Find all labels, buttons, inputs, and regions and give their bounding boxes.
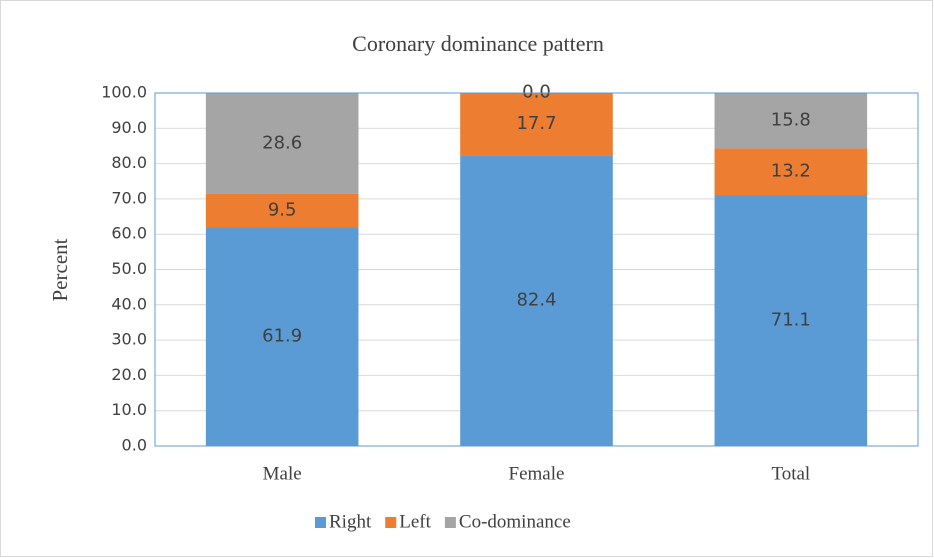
bar-segment (714, 92, 868, 149)
y-tick-label: 30.0 (111, 330, 147, 349)
legend-swatch (385, 517, 397, 528)
bar-segment (205, 93, 359, 194)
legend-label: Left (399, 511, 431, 532)
y-tick-label: 0.0 (122, 436, 147, 455)
chart-title: Coronary dominance pattern (352, 31, 604, 56)
y-tick-label: 50.0 (111, 259, 147, 278)
bar-segment (460, 155, 613, 447)
data-label: 71.1 (771, 310, 811, 331)
y-axis-label: Percent (48, 238, 72, 301)
x-tick-label: Total (771, 463, 810, 484)
data-label: 9.5 (268, 200, 297, 221)
y-tick-label: 20.0 (111, 365, 147, 384)
x-tick-label: Male (263, 463, 302, 484)
data-label: 28.6 (262, 132, 302, 153)
plot-border (154, 92, 919, 447)
data-label: 17.7 (516, 113, 556, 134)
y-tick-label: 100.0 (101, 83, 147, 102)
y-tick-label: 80.0 (111, 153, 147, 172)
y-tick-label: 90.0 (111, 118, 147, 137)
legend-swatch (315, 517, 326, 528)
y-tick-label: 70.0 (111, 188, 147, 207)
bar-segment (205, 193, 359, 228)
legend-label: Co-dominance (459, 511, 571, 532)
bar-segment (205, 227, 359, 446)
y-tick-label: 10.0 (111, 400, 147, 419)
bar-segment (460, 92, 613, 156)
legend-label: Right (329, 511, 372, 532)
x-tick-label: Female (509, 463, 565, 484)
data-label: 61.9 (262, 326, 302, 347)
bar-segment (714, 195, 868, 446)
y-tick-label: 60.0 (111, 224, 147, 243)
data-label: 13.2 (771, 161, 811, 182)
y-tick-label: 40.0 (111, 294, 147, 313)
data-label: 0.0 (522, 82, 551, 103)
data-label: 82.4 (516, 290, 556, 311)
data-label: 15.8 (771, 110, 811, 131)
bar-segment (714, 148, 868, 196)
legend-swatch (444, 517, 456, 528)
